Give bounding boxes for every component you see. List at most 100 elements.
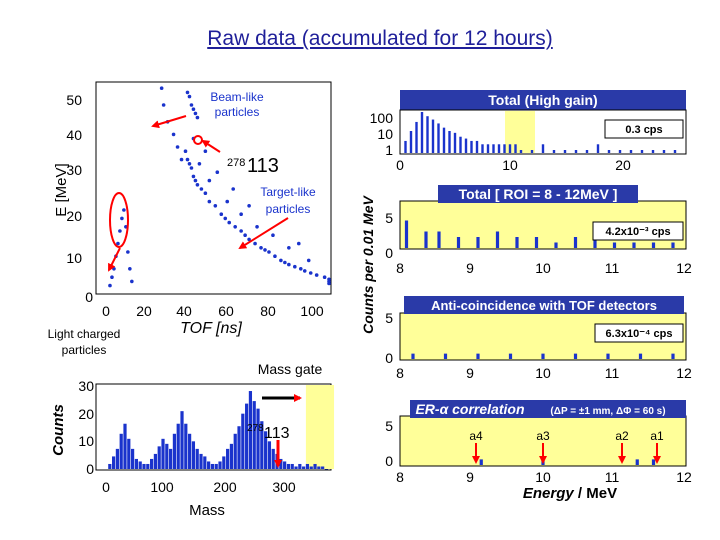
mass-bar (180, 411, 184, 469)
alpha-label: a3 (536, 429, 550, 443)
panel1-bar (651, 150, 655, 153)
panel1-bar (607, 150, 611, 153)
target-label-2: particles (266, 202, 311, 216)
energy-xlabel: Energy / MeV (523, 485, 617, 502)
scatter-frame (95, 81, 332, 295)
panel1-bar (420, 112, 424, 153)
mass-bar (203, 456, 207, 469)
panel1-ytick: 10 (377, 126, 393, 142)
panel2-bar (437, 231, 441, 248)
scatter-point (203, 191, 208, 195)
panel1-bar (497, 144, 501, 153)
panel1-rate-box (604, 119, 684, 139)
scatter-point (126, 250, 130, 254)
panel3-bar (443, 353, 448, 359)
scatter-point (302, 269, 307, 273)
panel3-rate-box (594, 323, 684, 343)
scatter-point (239, 212, 243, 216)
mass-bar (199, 453, 203, 469)
panel1-bars (404, 112, 677, 153)
mass-bar (260, 421, 264, 469)
scatter-point (225, 199, 230, 204)
scatter-point (213, 204, 218, 208)
scatter-point (193, 111, 198, 116)
panel3-bar (411, 353, 415, 359)
panel1-xtick: 10 (502, 157, 518, 173)
panel1-bar (431, 119, 435, 153)
scatter-xtick: 80 (260, 303, 276, 319)
scatter-point (191, 107, 196, 111)
mass-element-z: 113 (264, 425, 290, 442)
scatter-point (112, 267, 116, 271)
scatter-point (175, 145, 180, 149)
panel1-bar (596, 144, 600, 153)
mass-bar (298, 463, 302, 469)
target-label-1: Target-like (260, 185, 316, 199)
mass-bar (305, 463, 310, 469)
panel2-xtick: 9 (466, 260, 474, 276)
mass-bar (229, 443, 234, 469)
scatter-point (185, 157, 190, 162)
panel1-bar (475, 140, 479, 153)
panel2-bar (573, 237, 578, 248)
scatter-xtick: 100 (300, 303, 324, 319)
mass-xtick: 100 (150, 479, 174, 495)
mass-bar (302, 466, 306, 469)
panel2-bars (404, 220, 675, 248)
panel2-header (438, 185, 638, 203)
panel1-bar (426, 116, 429, 153)
scatter-point (199, 187, 204, 191)
scatter-ytick: 10 (66, 250, 82, 266)
alpha-arrows: a4 a3 a2 a1 (469, 429, 664, 464)
panel2-xtick: 8 (396, 260, 404, 276)
mass-bar (176, 423, 180, 469)
scatter-point (185, 90, 190, 95)
mass-bar (138, 461, 142, 469)
scatter-ytick: 40 (66, 127, 82, 143)
panel1-bar (486, 144, 490, 153)
panel2-bar (612, 242, 617, 248)
panel3-rate: 6.3x10⁻⁴ cps (606, 328, 673, 340)
panel2-bar (495, 231, 500, 248)
mass-bar (252, 401, 256, 469)
mass-bar (169, 448, 173, 469)
mass-bar (119, 433, 123, 469)
mass-bar (264, 431, 268, 469)
beam-label-2: particles (215, 105, 260, 119)
mass-bar (157, 446, 161, 469)
scatter-point (183, 149, 188, 153)
scatter-xtick: 40 (176, 303, 192, 319)
panel1-bar (541, 144, 545, 153)
panel1-bar (464, 138, 468, 153)
scatter-plot: Beam-like particles Target-like particle… (48, 81, 332, 357)
mass-bar (218, 461, 222, 469)
panel1-bar (552, 150, 556, 153)
mass-bar (210, 463, 215, 469)
scatter-point (122, 208, 126, 212)
alpha-label: a4 (469, 429, 483, 443)
scatter-point (161, 103, 166, 107)
mass-xlabel: Mass (189, 502, 225, 519)
panel4-bar (635, 459, 639, 465)
panel1-bar (470, 140, 473, 153)
panel2-xtick: 12 (676, 260, 692, 276)
scatter-point (308, 271, 313, 275)
mass-bar (161, 438, 165, 469)
scatter-point (128, 267, 132, 271)
panel2-bar (515, 237, 519, 248)
scatter-element-z: 113 (247, 155, 279, 177)
scatter-ytick: 50 (66, 92, 82, 108)
panel1-bar (415, 121, 418, 153)
scatter-point (187, 94, 192, 99)
scatter-ytick: 20 (66, 208, 82, 224)
alpha-label: a2 (615, 429, 629, 443)
panel3-xtick: 12 (676, 365, 692, 381)
mass-bar (153, 453, 158, 469)
panel3-ytick: 0 (385, 350, 393, 366)
scatter-point (189, 166, 194, 170)
scatter-point (110, 275, 114, 280)
scatter-point (215, 170, 220, 174)
panel1-rate: 0.3 cps (625, 124, 662, 136)
mass-bar (195, 448, 199, 469)
